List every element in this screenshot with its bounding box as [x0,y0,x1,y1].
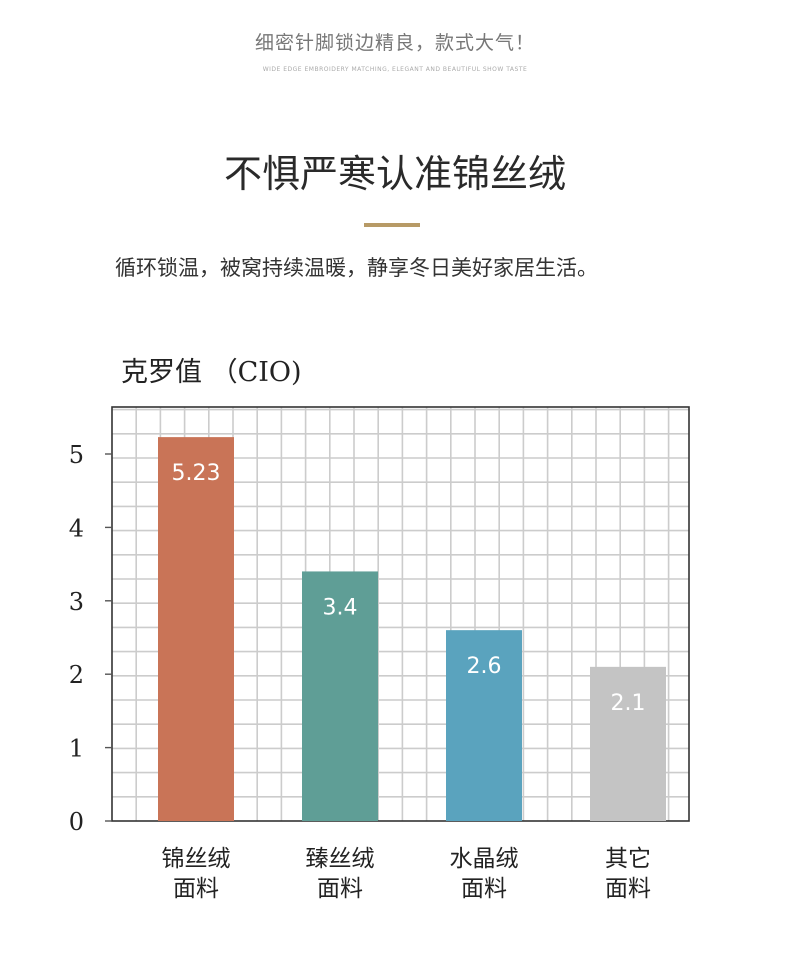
bar-value-label: 2.6 [467,654,502,679]
bar-value-label: 5.23 [172,461,221,486]
x-tick-label: 其它 [605,846,651,872]
bar-value-label: 3.4 [323,595,358,620]
bar [590,666,666,821]
x-tick-label: 水晶绒 [450,846,519,872]
x-tick-label: 面料 [173,876,219,902]
y-tick-label: 4 [69,514,84,542]
bar-value-label: 2.1 [611,691,646,716]
accent-divider [364,223,420,227]
x-tick-label: 锦丝绒 [162,846,231,872]
x-tick-label: 臻丝绒 [306,846,375,872]
bar [302,571,378,821]
y-tick-label: 3 [69,588,84,616]
x-tick-label: 面料 [605,876,651,902]
banner-subtitle: WIDE EDGE EMBROIDERY MATCHING, ELEGANT A… [262,66,528,73]
y-tick-label: 2 [69,661,84,689]
y-tick-label: 0 [69,808,84,836]
chart-title: 克罗值 （CIO) [121,357,302,388]
banner: 细密针脚锁边精良，款式大气！ WIDE EDGE EMBROIDERY MATC… [0,0,790,100]
tagline: 循环锁温，被窝持续温暖，静享冬日美好家居生活。 [115,256,598,280]
bar [446,630,522,821]
y-tick-label: 1 [69,735,84,763]
x-tick-label: 面料 [317,876,363,902]
x-tick-label: 面料 [461,876,507,902]
y-tick-label: 5 [69,441,84,469]
banner-title: 细密针脚锁边精良，款式大气！ [254,32,535,54]
plot-frame [111,406,690,822]
headline: 不惧严寒认准锦丝绒 [223,152,566,196]
bar [158,437,234,821]
